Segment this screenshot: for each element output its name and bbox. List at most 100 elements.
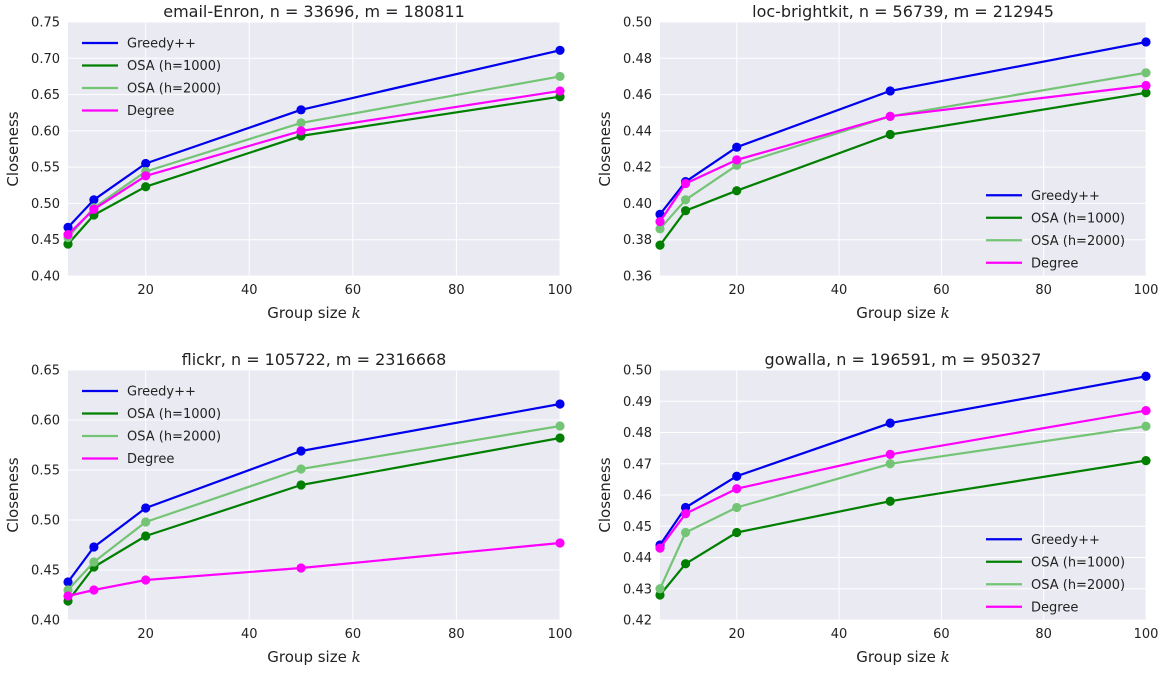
data-point <box>680 206 691 216</box>
y-tick-label: 0.48 <box>623 426 652 441</box>
x-tick-label: 80 <box>448 627 465 642</box>
y-tick-label: 0.50 <box>31 514 60 529</box>
data-point <box>655 224 665 234</box>
x-tick-label: 100 <box>1134 283 1159 298</box>
x-axis-label-text: Group size <box>856 648 940 666</box>
y-tick-label: 0.50 <box>623 364 652 379</box>
x-axis-label: Group size k <box>856 304 949 322</box>
legend-label: Degree <box>1031 256 1078 271</box>
x-tick-label: 20 <box>137 283 154 298</box>
data-point <box>885 418 895 428</box>
x-axis-label-text: Group size <box>856 304 940 322</box>
y-axis-label: Closeness <box>596 111 614 186</box>
data-point <box>141 503 151 513</box>
chart-panel-2: 0.36 0.38 0.40 0.42 0.44 0.46 0.48 0.50 20 40 60 80… <box>596 2 1158 322</box>
x-axis-label-text: Group size <box>267 304 351 322</box>
y-axis-label: Closeness <box>4 111 22 186</box>
data-point <box>885 459 895 469</box>
x-tick-label: 100 <box>1134 627 1159 642</box>
data-point <box>555 421 565 431</box>
data-point <box>296 464 306 474</box>
data-point <box>555 86 565 96</box>
legend: Greedy++ OSA (h=1000) OSA (h=2000) Degree <box>82 37 221 119</box>
legend-label: OSA (h=2000) <box>1031 234 1125 249</box>
data-point <box>296 105 306 115</box>
data-point <box>141 575 151 585</box>
data-point <box>655 216 665 227</box>
y-tick-label: 0.44 <box>623 551 652 566</box>
plot-background <box>660 22 1146 276</box>
data-point <box>732 186 742 196</box>
y-tick-label: 0.40 <box>623 197 652 212</box>
data-point <box>732 527 742 538</box>
x-tick-label: 60 <box>933 627 950 642</box>
legend: Greedy++ OSA (h=1000) OSA (h=2000) Degree <box>986 533 1125 615</box>
data-point <box>1141 37 1151 47</box>
x-axis-label-variable: k <box>352 304 361 322</box>
data-point <box>1141 406 1151 416</box>
x-tick-label: 20 <box>728 283 745 298</box>
legend-label: Degree <box>127 104 174 119</box>
x-tick-label: 60 <box>345 283 362 298</box>
y-tick-label: 0.50 <box>623 16 652 31</box>
x-axis-label-variable: k <box>352 648 361 666</box>
y-tick-label: 0.49 <box>623 395 652 410</box>
x-tick-label: 40 <box>831 283 848 298</box>
data-point <box>885 129 895 140</box>
chart-panel-4: 0.42 0.43 0.44 0.45 0.46 0.47 0.48 0.49 0.50 20 40… <box>596 350 1158 666</box>
y-axis-label: Closeness <box>4 457 22 532</box>
y-tick-label: 0.65 <box>31 364 60 379</box>
x-tick-label: 20 <box>137 627 154 642</box>
data-point <box>296 118 306 128</box>
legend-label: Greedy++ <box>127 385 196 400</box>
data-point <box>141 531 151 541</box>
data-point <box>1141 68 1151 78</box>
x-axis-label-variable: k <box>941 304 950 322</box>
data-point <box>732 471 742 481</box>
data-point <box>1141 371 1151 381</box>
data-point <box>141 158 151 169</box>
chart-title: flickr, n = 105722, m = 2316668 <box>182 350 447 369</box>
legend-label: Greedy++ <box>1031 533 1100 548</box>
data-point <box>732 502 742 513</box>
data-point <box>680 527 691 538</box>
x-axis-label: Group size k <box>856 648 949 666</box>
y-tick-label: 0.40 <box>31 270 60 285</box>
legend-label: OSA (h=2000) <box>127 430 221 445</box>
legend-label: Greedy++ <box>1031 189 1100 204</box>
y-tick-label: 0.60 <box>31 124 60 139</box>
data-point <box>89 557 99 567</box>
legend: Greedy++ OSA (h=1000) OSA (h=2000) Degree <box>82 385 221 467</box>
y-tick-label: 0.36 <box>623 270 652 285</box>
y-tick-label: 0.38 <box>623 233 652 248</box>
y-axis-label: Closeness <box>596 457 614 532</box>
data-point <box>63 222 73 232</box>
data-point <box>555 538 565 548</box>
data-point <box>655 584 665 594</box>
data-point <box>555 45 565 55</box>
x-tick-label: 20 <box>728 627 745 642</box>
y-tick-label: 0.48 <box>623 52 652 67</box>
legend: Greedy++ OSA (h=1000) OSA (h=2000) Degree <box>986 189 1125 271</box>
data-point <box>680 509 691 519</box>
data-point <box>732 142 742 152</box>
data-point <box>655 543 665 553</box>
chart-title: email-Enron, n = 33696, m = 180811 <box>163 2 465 21</box>
chart-panel-3: 0.40 0.45 0.50 0.55 0.60 0.65 20 40 60 80 100 flick… <box>4 350 572 666</box>
y-tick-label: 0.70 <box>31 52 60 67</box>
data-point <box>555 71 565 82</box>
x-tick-label: 40 <box>241 627 258 642</box>
data-point <box>296 480 306 490</box>
legend-label: Greedy++ <box>127 37 196 52</box>
y-tick-label: 0.75 <box>31 16 60 31</box>
data-point <box>141 517 151 527</box>
x-tick-label: 100 <box>548 283 573 298</box>
data-point <box>63 239 73 249</box>
data-point <box>555 433 565 443</box>
data-point <box>141 171 151 181</box>
data-point <box>680 178 691 189</box>
y-tick-label: 0.65 <box>31 88 60 103</box>
data-point <box>732 484 742 494</box>
x-tick-label: 100 <box>548 627 573 642</box>
